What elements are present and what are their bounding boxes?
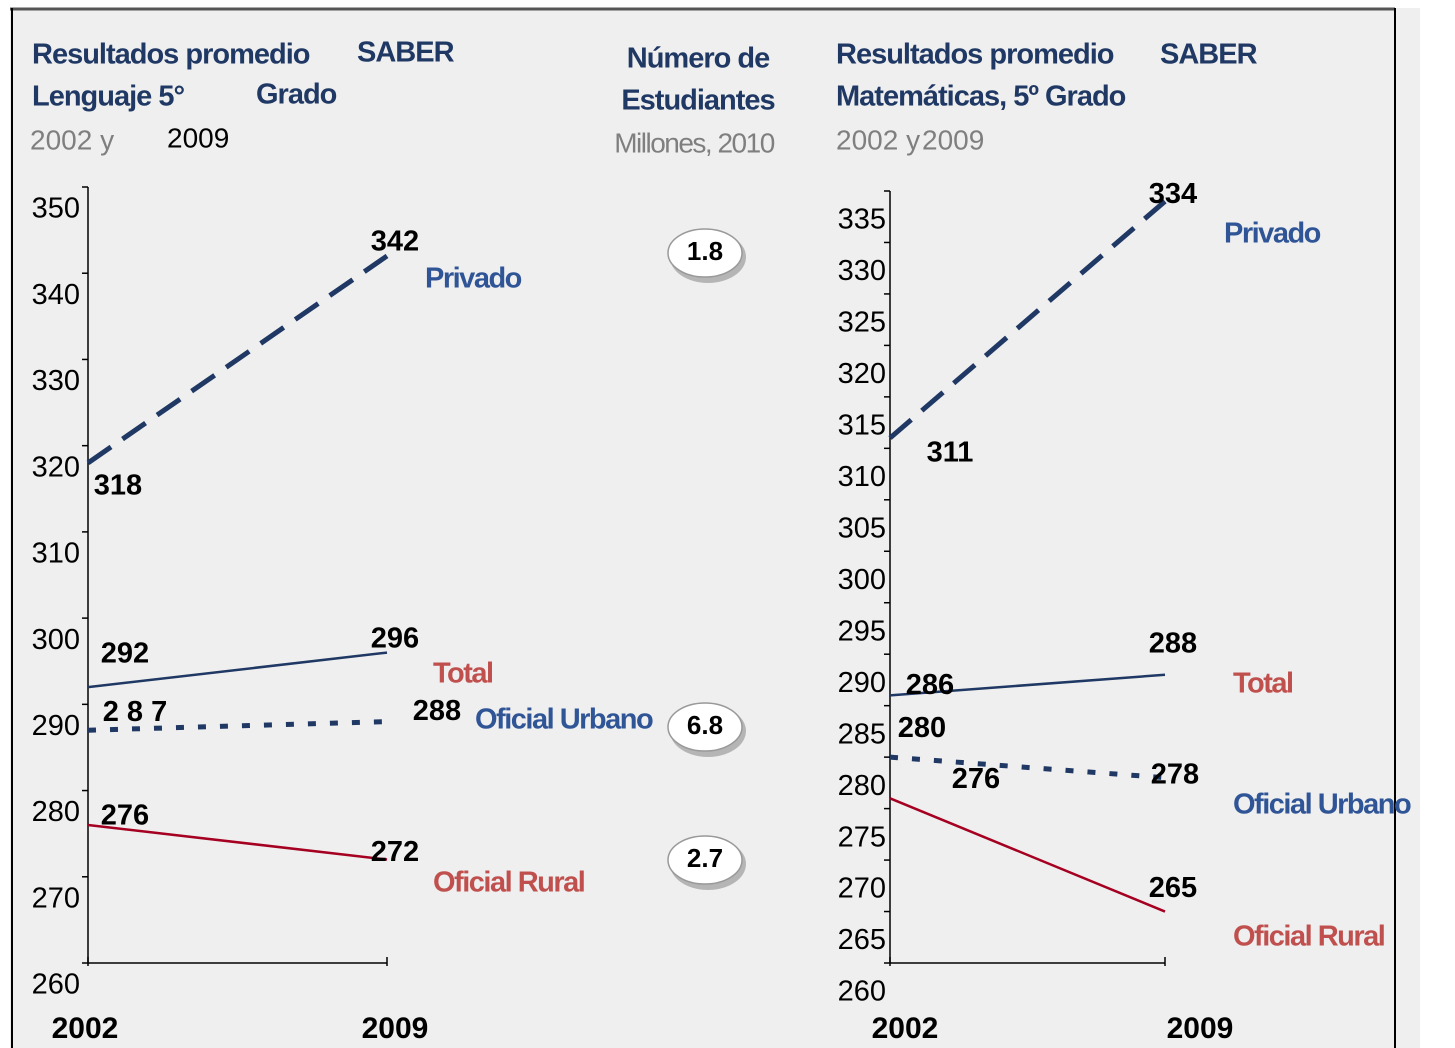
y-tick-label: 270: [32, 882, 80, 914]
y-tick-label: 335: [838, 204, 886, 236]
bubble: [667, 835, 743, 885]
x-tick-label: 2009: [1167, 1012, 1234, 1045]
legend-label: Total: [1233, 668, 1293, 700]
series-line: [889, 754, 1166, 781]
title: Matemáticas, 5º Grado: [836, 81, 1126, 113]
value-label: 280: [898, 712, 946, 744]
bubble-label: 6.8: [687, 710, 723, 740]
subtitle: 2002 y: [30, 124, 114, 155]
x-tick-label: 2002: [872, 1012, 939, 1045]
title: SABER: [1160, 39, 1258, 71]
value-label: 296: [371, 622, 419, 654]
legend-label: Oficial Urbano: [1233, 789, 1411, 821]
value-label: 288: [1149, 627, 1197, 659]
series-line: [889, 673, 1166, 697]
y-tick-label: 270: [838, 873, 886, 905]
bubble-label: 2.7: [687, 843, 723, 873]
y-tick-label: 300: [32, 624, 80, 656]
bubble: [667, 702, 743, 752]
value-label: 276: [101, 800, 149, 832]
value-label: 292: [101, 638, 149, 670]
value-label: 265: [1149, 872, 1197, 904]
background: [10, 8, 1420, 1048]
title: SABER: [357, 37, 455, 69]
y-tick-label: 275: [838, 821, 886, 853]
x-tick-label: 2002: [52, 1012, 119, 1045]
value-label: 286: [906, 669, 954, 701]
series-line: [86, 253, 389, 465]
series-line: [87, 651, 388, 689]
y-tick-label: 280: [32, 796, 80, 828]
students-title: Estudiantes: [621, 85, 774, 117]
subtitle: 2002 y: [836, 124, 920, 155]
value-label: 311: [927, 437, 974, 469]
series-line: [87, 719, 388, 733]
x-tick-label: 2009: [362, 1012, 429, 1045]
students-title: Número de: [627, 43, 770, 75]
subtitle: 2009: [922, 124, 984, 155]
title: Grado: [256, 79, 337, 111]
bubble: [667, 228, 743, 278]
y-tick-label: 330: [32, 365, 80, 397]
value-label: 272: [371, 836, 419, 868]
title: Lenguaje 5°: [32, 81, 184, 113]
y-tick-label: 310: [32, 538, 80, 570]
legend-label: Oficial Rural: [433, 867, 584, 899]
legend-label: Oficial Urbano: [475, 704, 653, 736]
y-tick-label: 285: [838, 718, 886, 750]
value-label: 342: [371, 226, 419, 258]
y-tick-label: 310: [838, 461, 886, 493]
legend-label: Privado: [1224, 218, 1321, 250]
series-line: [889, 797, 1166, 913]
legend-label: Oficial Rural: [1233, 921, 1384, 953]
y-tick-label: 325: [838, 307, 886, 339]
value-label: 334: [1149, 178, 1197, 210]
y-tick-label: 290: [838, 667, 886, 699]
y-tick-label: 320: [32, 451, 80, 483]
subtitle: 2009: [167, 122, 229, 153]
y-tick-label: 290: [32, 710, 80, 742]
y-tick-label: 315: [838, 410, 886, 442]
series-line: [888, 199, 1167, 440]
y-tick-label: 340: [32, 279, 80, 311]
y-tick-label: 350: [32, 193, 80, 225]
title: Resultados promedio: [836, 39, 1114, 71]
y-tick-label: 295: [838, 615, 886, 647]
y-tick-label: 300: [838, 564, 886, 596]
y-tick-label: 265: [838, 924, 886, 956]
series-line: [87, 823, 388, 861]
students-subtitle: Millones, 2010: [614, 127, 774, 158]
y-tick-label: 260: [838, 976, 886, 1008]
y-tick-label: 330: [838, 255, 886, 287]
value-label: 276: [952, 763, 1000, 795]
bubble-label: 1.8: [687, 236, 723, 266]
y-tick-label: 280: [838, 770, 886, 802]
value-label: 288: [413, 695, 461, 727]
title: Resultados promedio: [32, 39, 310, 71]
legend-label: Privado: [425, 263, 522, 295]
y-tick-label: 260: [32, 969, 80, 1001]
value-label: 278: [1151, 758, 1199, 790]
value-label: 318: [94, 470, 142, 502]
y-tick-label: 305: [838, 512, 886, 544]
legend-label: Total: [433, 658, 493, 690]
value-label: 2 8 7: [103, 696, 168, 728]
y-tick-label: 320: [838, 358, 886, 390]
